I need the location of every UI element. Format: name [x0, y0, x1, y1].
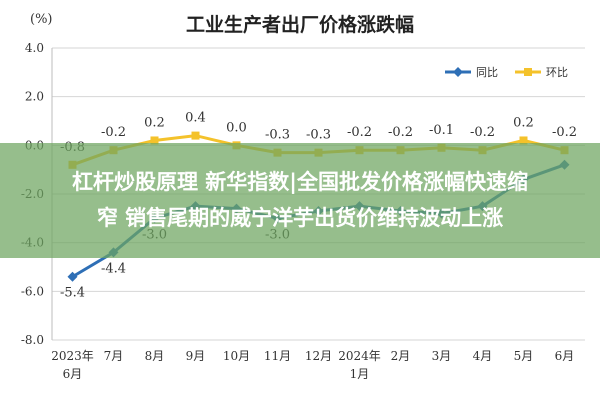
- data-label: 0.4: [185, 111, 206, 126]
- data-label: -0.2: [388, 125, 413, 140]
- x-tick-label: 7月: [104, 349, 124, 363]
- x-tick-label: 12月: [305, 349, 332, 363]
- chart-title: 工业生产者出厂价格涨跌幅: [185, 14, 414, 36]
- legend-label: 环比: [546, 66, 568, 79]
- data-label: 0.0: [226, 120, 247, 135]
- series-point-1: [519, 136, 528, 145]
- data-label: -0.2: [470, 125, 495, 140]
- x-tick-label: 2月: [391, 349, 411, 363]
- y-tick-label: -8.0: [21, 333, 44, 347]
- x-tick-label: 2023年: [51, 349, 94, 363]
- series-point-0: [67, 271, 78, 282]
- data-label: -0.1: [429, 123, 454, 138]
- x-tick-label: 2024年: [338, 349, 381, 363]
- y-tick-label: -6.0: [21, 284, 44, 298]
- data-label: -5.4: [60, 286, 85, 301]
- legend-marker-0: [453, 67, 463, 77]
- x-tick-label: 10月: [223, 349, 250, 363]
- data-label: -0.2: [552, 125, 577, 140]
- data-label: -4.4: [101, 261, 126, 276]
- x-tick-label: 4月: [473, 349, 493, 363]
- banner-line-2: 窄 销售尾期的威宁洋芋出货价维持波动上涨: [96, 206, 504, 230]
- legend-marker-1: [524, 68, 532, 76]
- legend-label: 同比: [476, 66, 498, 79]
- y-tick-label: 4.0: [25, 41, 44, 55]
- data-label: -0.3: [306, 128, 331, 143]
- x-tick-label: 5月: [514, 349, 534, 363]
- banner-line-1: 杠杆炒股原理 新华指数|全国批发价格涨幅快速缩: [72, 170, 528, 194]
- data-label: 0.2: [144, 115, 165, 130]
- data-label: -0.2: [101, 125, 126, 140]
- data-label: 0.2: [513, 115, 534, 130]
- x-tick-label: 3月: [432, 349, 452, 363]
- x-tick-label: 6月: [555, 349, 575, 363]
- x-tick-label: 1月: [350, 367, 370, 381]
- overlay-banner: 杠杆炒股原理 新华指数|全国批发价格涨幅快速缩 窄 销售尾期的威宁洋芋出货价维持…: [0, 143, 600, 258]
- series-point-1: [150, 136, 159, 145]
- x-tick-label: 8月: [145, 349, 165, 363]
- series-point-1: [191, 131, 200, 140]
- x-tick-label: 6月: [63, 367, 83, 381]
- x-tick-label: 11月: [264, 349, 291, 363]
- x-tick-label: 9月: [186, 349, 206, 363]
- data-label: -0.2: [347, 125, 372, 140]
- y-axis-unit: (%): [30, 12, 53, 27]
- data-label: -0.3: [265, 128, 290, 143]
- y-tick-label: 2.0: [25, 90, 44, 104]
